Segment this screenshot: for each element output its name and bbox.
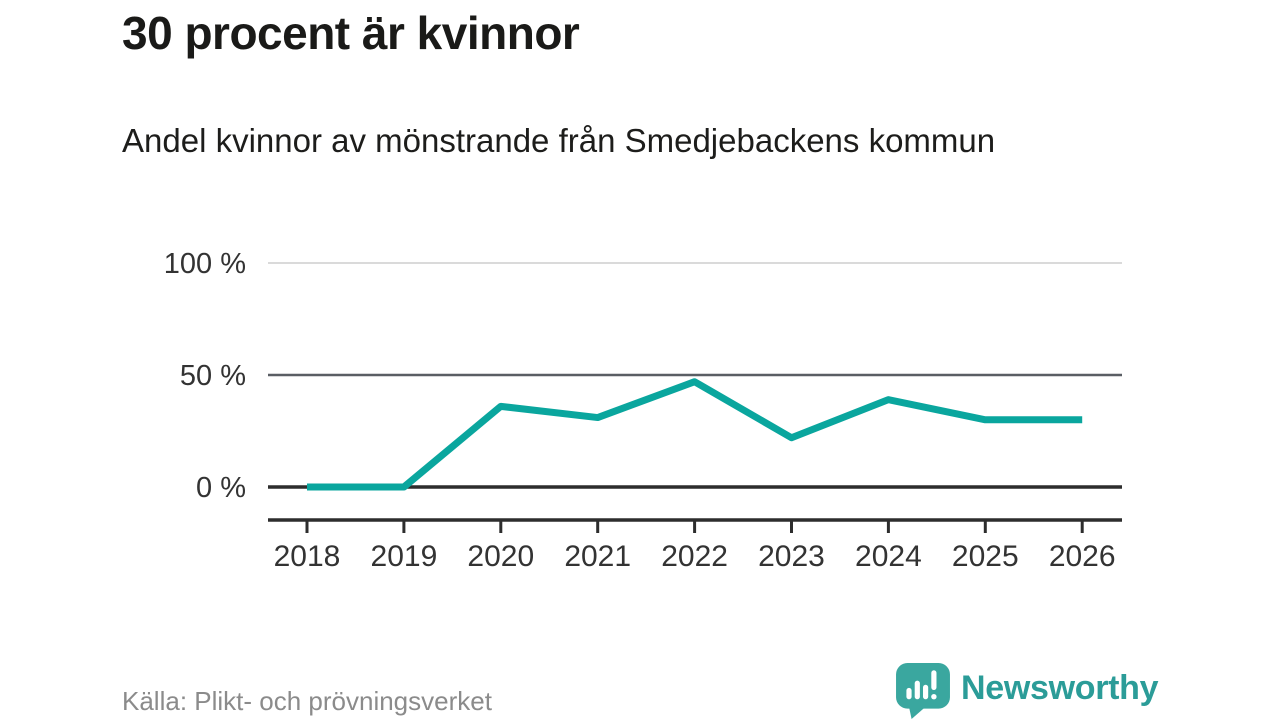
x-tick-label: 2018 bbox=[274, 540, 341, 573]
gridlines bbox=[268, 262, 1122, 489]
newsworthy-logo-icon bbox=[896, 663, 950, 719]
source-label: Källa: Plikt- och prövningsverket bbox=[122, 686, 492, 716]
newsworthy-logo: Newsworthy bbox=[896, 663, 1159, 719]
x-tick-label: 2022 bbox=[661, 540, 728, 573]
logo-bubble-tail bbox=[908, 704, 929, 719]
y-tick-label: 50 % bbox=[180, 360, 246, 392]
series-line bbox=[307, 378, 1083, 491]
y-tick-label: 100 % bbox=[164, 248, 246, 280]
y-tick-label: 0 % bbox=[196, 472, 246, 504]
y-axis-labels: 0 % 50 % 100 % bbox=[164, 248, 246, 504]
x-tick-label: 2019 bbox=[371, 540, 438, 573]
x-tick-label: 2021 bbox=[564, 540, 631, 573]
logo-exclamation-bar bbox=[931, 670, 937, 690]
logo-exclamation-dot bbox=[931, 694, 937, 700]
x-tick-label: 2020 bbox=[467, 540, 534, 573]
logo-bar bbox=[906, 687, 912, 700]
chart-subtitle: Andel kvinnor av mönstrande från Smedjeb… bbox=[122, 122, 996, 159]
x-tick-label: 2024 bbox=[855, 540, 922, 573]
newsworthy-wordmark: Newsworthy bbox=[961, 669, 1159, 707]
logo-bubble-shape bbox=[896, 663, 950, 709]
chart-title: 30 procent är kvinnor bbox=[122, 7, 580, 59]
logo-bar bbox=[914, 680, 920, 700]
x-axis-labels: 2018 2019 2020 2021 2022 2023 2024 2025 2026 bbox=[274, 540, 1116, 573]
x-tick-label: 2026 bbox=[1049, 540, 1116, 573]
x-tick-label: 2023 bbox=[758, 540, 825, 573]
data-line bbox=[307, 378, 1083, 491]
logo-bar bbox=[923, 684, 929, 700]
x-axis bbox=[268, 518, 1122, 533]
x-tick-label: 2025 bbox=[952, 540, 1019, 573]
